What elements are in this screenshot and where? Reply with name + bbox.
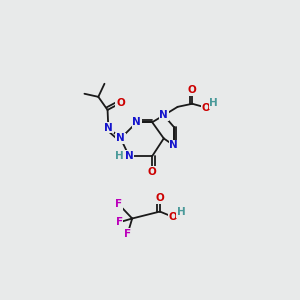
Text: O: O: [169, 212, 177, 222]
Text: O: O: [202, 103, 211, 112]
Text: O: O: [116, 98, 125, 108]
Text: N: N: [159, 110, 168, 120]
Text: N: N: [104, 123, 113, 133]
Text: O: O: [148, 167, 157, 176]
Text: H: H: [115, 151, 124, 161]
Text: N: N: [132, 117, 141, 127]
Text: N: N: [132, 117, 141, 127]
Text: F: F: [116, 217, 123, 227]
Text: F: F: [115, 199, 122, 209]
Text: H: H: [177, 207, 186, 217]
Text: N: N: [125, 151, 134, 161]
Text: O: O: [155, 193, 164, 203]
Text: F: F: [124, 229, 131, 239]
Text: N: N: [116, 134, 125, 143]
Text: N: N: [169, 140, 178, 150]
Text: H: H: [209, 98, 218, 108]
Text: O: O: [188, 85, 197, 95]
